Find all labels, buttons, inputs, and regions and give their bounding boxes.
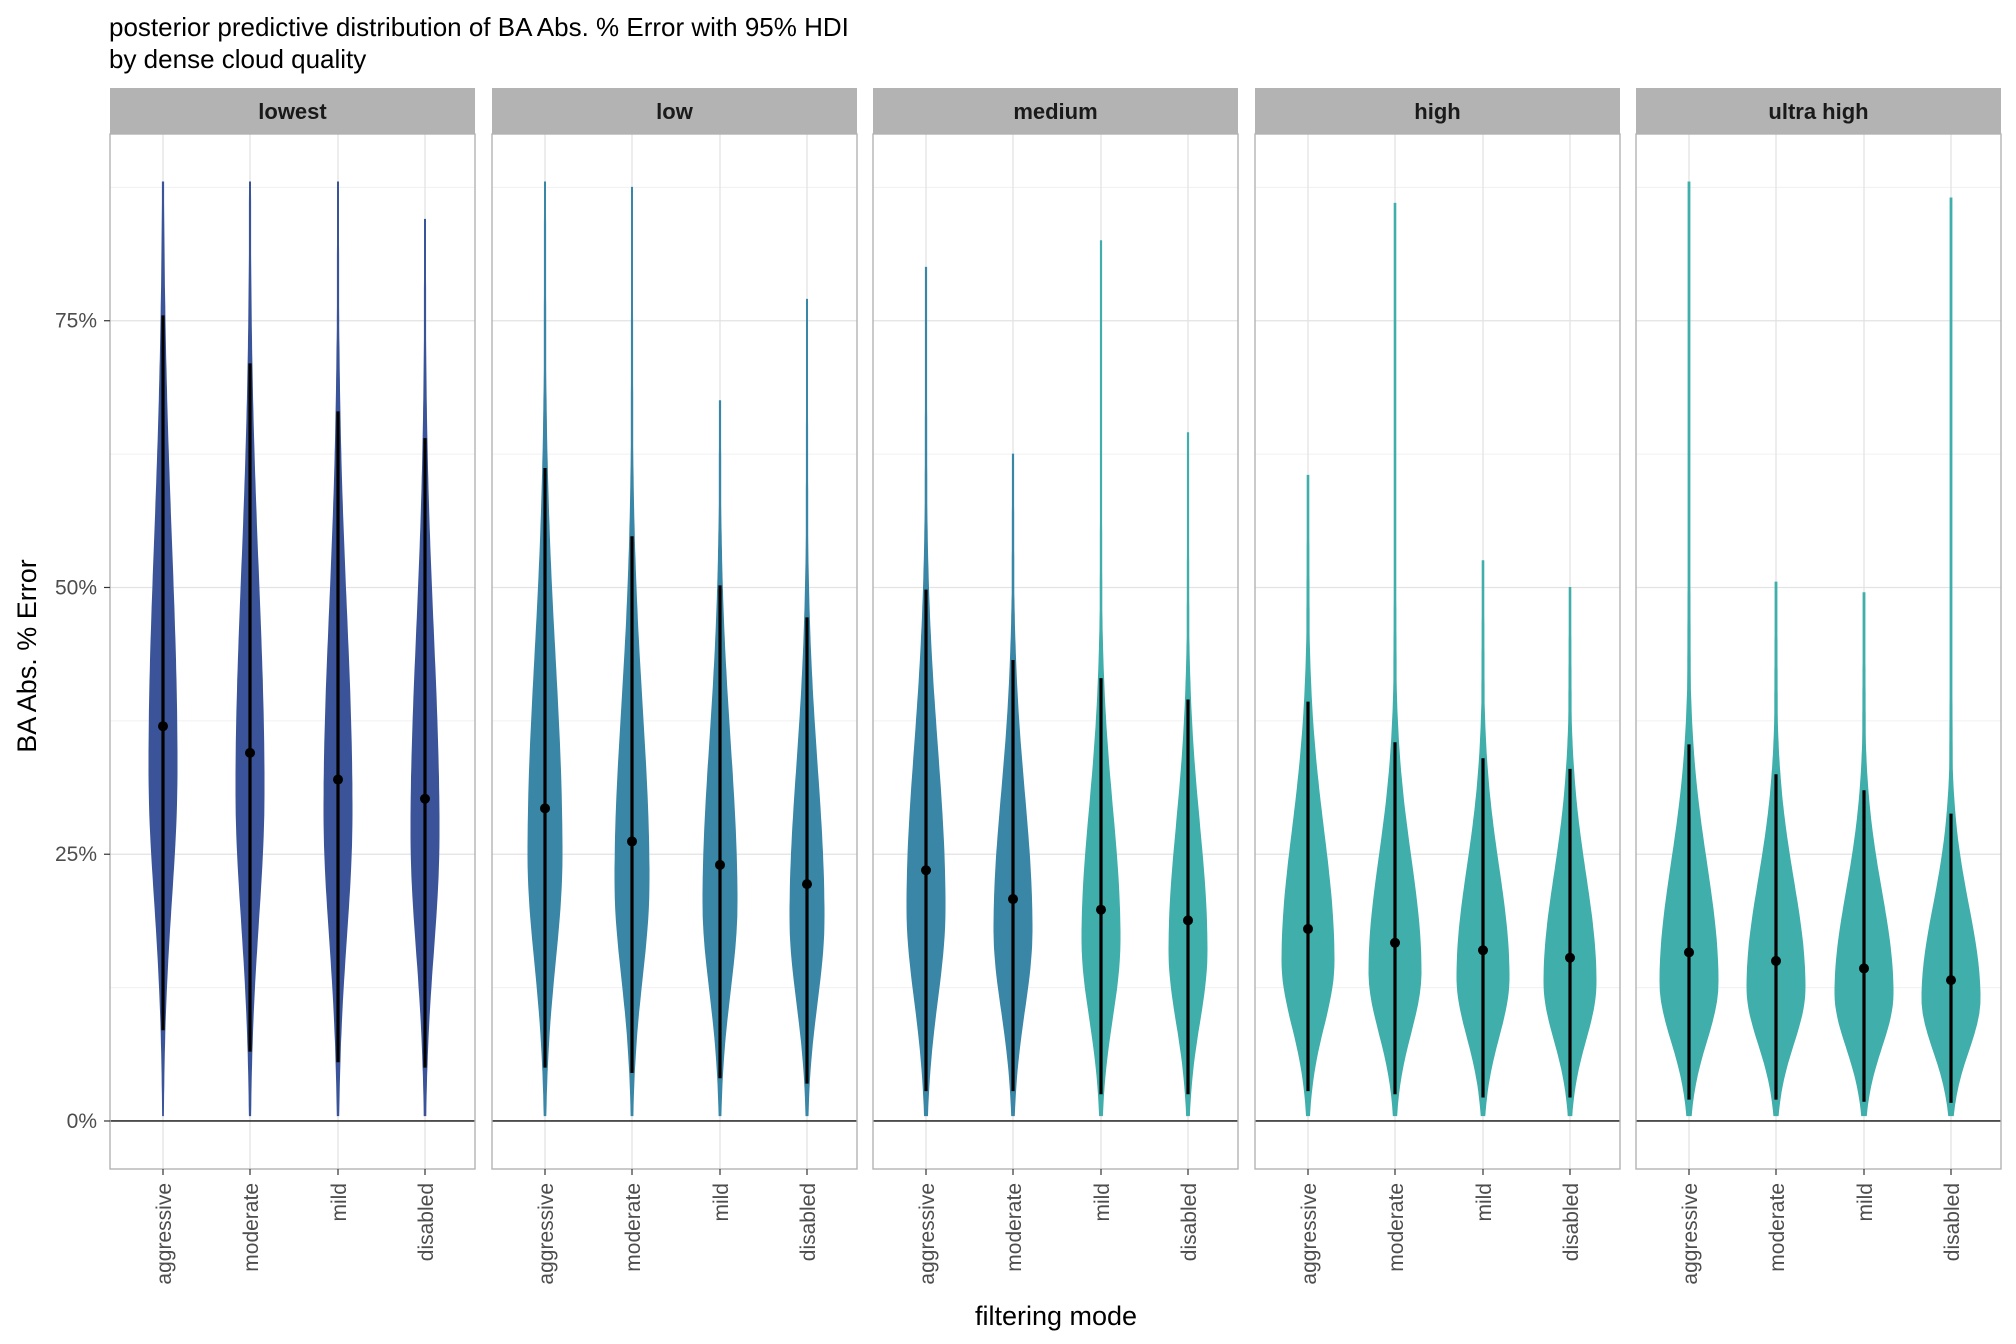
x-tick-label: aggressive [916,1183,939,1285]
median-point [1008,894,1018,905]
facet-panel-lowest: lowest aggressive moderate mild disabled [109,88,476,1285]
x-tick-label: moderate [240,1183,263,1272]
panel-border [1254,133,1621,1170]
median-point [1390,937,1400,948]
x-tick-label: disabled [1178,1183,1201,1261]
facet-panel-ultra-high: ultra high aggressive moderate mild disabled [1635,88,2002,1285]
facet-strip [110,88,475,134]
x-tick-label: aggressive [1679,1183,1702,1285]
facet-strip-label: lowest [258,99,327,124]
panel-border [1635,133,2002,1170]
x-tick-label: disabled [797,1183,820,1261]
y-axis: 0% 25% 50% 75% [55,310,110,1133]
median-point [1946,975,1956,986]
x-tick-label: mild [328,1183,351,1222]
facet-strip [1636,88,2001,134]
facet-strip [1255,88,1620,134]
median-point [1771,955,1781,966]
facet-panel-high: high aggressive moderate mild disabled [1254,88,1621,1285]
facet-panel-low: low aggressive moderate mild disabled [491,88,858,1285]
x-tick-label: moderate [1766,1183,1789,1272]
x-tick-label: aggressive [1298,1183,1321,1285]
median-point [802,879,812,890]
x-tick-label: mild [710,1183,733,1222]
chart-title: posterior predictive distribution of BA … [109,12,849,42]
violin-ultra-high-aggressive [1659,181,1719,1117]
x-tick-label: disabled [1941,1183,1964,1261]
x-tick-label: moderate [1003,1183,1026,1272]
facet-panels: lowest aggressive moderate mild disabled low a… [109,88,2002,1285]
x-tick-label: mild [1091,1183,1114,1222]
x-tick-label: aggressive [535,1183,558,1285]
median-point [715,859,725,870]
y-tick-label: 50% [55,576,97,599]
violin-high-moderate [1368,202,1422,1117]
facet-strip-label: low [656,99,694,124]
median-point [158,721,168,732]
x-tick-label: mild [1473,1183,1496,1222]
x-tick-label: disabled [1560,1183,1583,1261]
x-tick-label: moderate [1385,1183,1408,1272]
facet-strip-label: high [1414,99,1460,124]
x-tick-label: aggressive [153,1183,176,1285]
x-tick-label: mild [1854,1183,1877,1222]
violin-medium-mild [1081,240,1121,1117]
facet-panel-medium: medium aggressive moderate mild disabled [872,88,1239,1285]
panel-border [491,133,858,1170]
median-point [245,747,255,758]
facet-strip [873,88,1238,134]
panel-border [872,133,1239,1170]
y-tick-label: 75% [55,310,97,333]
median-point [1859,963,1869,974]
median-point [1096,904,1106,915]
y-tick-label: 0% [67,1110,97,1133]
median-point [1183,915,1193,926]
facet-strip-label: ultra high [1768,99,1868,124]
median-point [921,865,931,876]
median-point [1303,923,1313,934]
panel-border [109,133,476,1170]
median-point [1684,947,1694,958]
median-point [420,793,430,804]
x-tick-label: disabled [415,1183,438,1261]
x-axis-title: filtering mode [975,1301,1137,1331]
median-point [627,836,637,847]
facet-strip [492,88,857,134]
chart-subtitle: by dense cloud quality [109,44,366,74]
median-point [1565,952,1575,963]
y-axis-title: BA Abs. % Error [12,559,42,753]
violin-ultra-high-disabled [1921,197,1981,1117]
facet-strip-label: medium [1013,99,1097,124]
median-point [1478,945,1488,956]
median-point [540,803,550,814]
median-point [333,774,343,785]
y-tick-label: 25% [55,843,97,866]
x-tick-label: moderate [622,1183,645,1272]
